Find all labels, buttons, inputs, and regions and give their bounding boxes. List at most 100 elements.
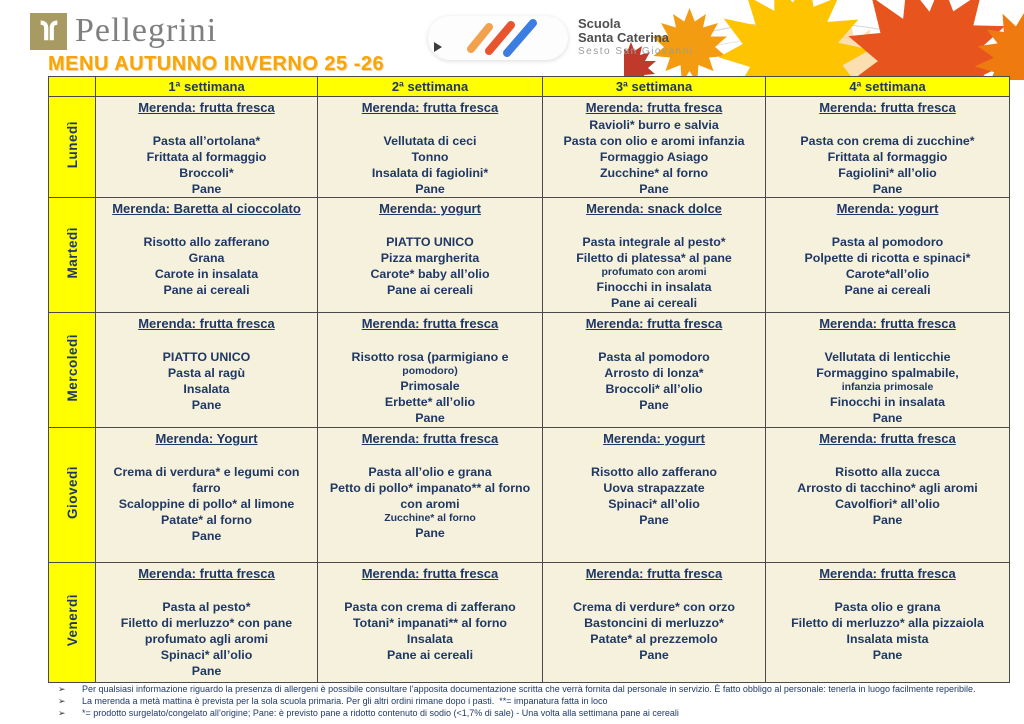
menu-line: Petto di pollo* impanato** al forno con … [329, 481, 531, 511]
week-header-3: 3ª settimana [542, 76, 766, 97]
menu-cell: Merenda: frutta fresca Pasta con crema d… [317, 562, 543, 683]
week-header-2: 2ª settimana [317, 76, 543, 97]
merenda-label: Merenda: yogurt [836, 201, 939, 216]
menu-line: Filetto di platessa* al pane [576, 251, 732, 265]
menu-line: Pane [191, 664, 222, 678]
merenda-label: Merenda: frutta fresca [138, 316, 275, 331]
menu-line: Patate* al prezzemolo [590, 632, 718, 646]
menu-line: Totani* impanati** al forno [353, 616, 507, 630]
menu-cell: Merenda: frutta fresca Pasta al pomodoro… [542, 312, 766, 428]
menu-line: Frittata al formaggio [146, 150, 267, 164]
footnote-list: ➢ Per qualsiasi informazione riguardo la… [56, 683, 1014, 719]
menu-line: Arrosto di tacchino* agli aromi [797, 481, 978, 495]
menu-line [99, 117, 314, 133]
menu-cell: Merenda: frutta fresca Ravioli* burro e s… [542, 96, 766, 198]
diagonal-stripes-icon [467, 19, 537, 57]
menu-line [769, 583, 1006, 599]
table-row-wednesday: Mercoledì Merenda: frutta fresca PIATTO … [48, 312, 1010, 428]
menu-items: Vellutata di ceci Tonno Insalata di fagiol… [321, 117, 539, 197]
merenda-label: Merenda: frutta fresca [819, 100, 956, 115]
footnote-text: Per qualsiasi informazione riguardo la p… [82, 684, 976, 694]
menu-line: Pasta con crema di zafferano [344, 600, 516, 614]
menu-line [769, 218, 1006, 234]
menu-line: Tonno [411, 150, 449, 164]
page-title: MENU AUTUNNO INVERNO 25 -26 [48, 53, 385, 75]
menu-cell: Merenda: frutta fresca Pasta al pesto* Fi… [95, 562, 318, 683]
day-text: Martedì [64, 226, 80, 279]
day-text: Mercoledì [64, 333, 80, 402]
footnote-item: ➢ La merenda a metà mattina è prevista p… [56, 695, 1014, 707]
menu-items: Risotto allo zafferano Grana Carote in ins… [99, 218, 314, 298]
menu-line: Risotto allo zafferano [591, 465, 717, 479]
day-text: Venerdì [64, 593, 80, 647]
menu-line: Pane [415, 411, 445, 425]
school-logo-badge [428, 16, 568, 60]
merenda-label: Merenda: frutta fresca [585, 100, 723, 115]
menu-cell: Merenda: snack dolce Pasta integrale al … [542, 197, 766, 313]
menu-items: Risotto alla zucca Arrosto di tacchino* a… [769, 448, 1006, 528]
autumn-leaves-decoration [624, 0, 1024, 80]
merenda-label: Merenda: frutta fresca [819, 316, 956, 331]
menu-line: Insalata [183, 382, 230, 396]
menu-line: PIATTO UNICO [386, 235, 474, 249]
menu-line: Pane [639, 648, 669, 662]
menu-cell: Merenda: yogurt Risotto allo zafferano Uo… [542, 427, 766, 563]
menu-line: Pane [872, 648, 903, 662]
menu-line: Pane ai cereali [386, 283, 474, 297]
menu-cell: Merenda: Baretta al cioccolato Risotto a… [95, 197, 318, 313]
arrow-bullet-icon: ➢ [58, 684, 66, 694]
day-label: Venerdì [48, 562, 96, 683]
play-triangle-icon [434, 42, 442, 52]
menu-cell: Merenda: yogurt Pasta al pomodoro Polpett… [765, 197, 1010, 313]
menu-line: Risotto rosa (parmigiano e [351, 350, 509, 364]
menu-line: PIATTO UNICO [162, 350, 251, 364]
menu-items: Crema di verdura* e legumi con farro Scal… [99, 448, 314, 544]
menu-line: Filetto di merluzzo* con pane profumato … [120, 616, 293, 646]
corner-cell [48, 76, 96, 97]
menu-line: Pasta all’olio e grana [368, 465, 492, 479]
menu-line [321, 218, 539, 234]
brand-logo: Pellegrini [30, 12, 217, 50]
menu-items: Ravioli* burro e salvia Pasta con olio e … [546, 117, 762, 197]
pellegrini-monogram-icon [30, 12, 67, 50]
menu-line: Pasta con crema di zucchine* [800, 134, 975, 148]
merenda-label: Merenda: yogurt [603, 431, 705, 446]
menu-line [769, 333, 1006, 349]
menu-items: Pasta integrale al pesto* Filetto di plat… [546, 218, 762, 311]
menu-items: Pasta all’ortolana* Frittata al formaggio… [99, 117, 314, 197]
menu-line: Pane [415, 526, 445, 540]
menu-cell: Merenda: frutta fresca Risotto rosa (par… [317, 312, 543, 428]
menu-line: Pane [872, 411, 903, 425]
day-text: Giovedì [64, 465, 80, 519]
menu-line: Carote* baby all’olio [370, 267, 490, 281]
menu-line: Pane ai cereali [386, 648, 474, 662]
menu-line: Spinaci* all’olio [160, 648, 253, 662]
menu-line: Pasta all’ortolana* [152, 134, 261, 148]
menu-line: Insalata [406, 632, 454, 646]
menu-line [321, 583, 539, 599]
menu-line [546, 583, 762, 599]
menu-line: profumato con aromi [601, 266, 707, 278]
menu-items: Pasta con crema di zucchine* Frittata al … [769, 117, 1006, 197]
school-name: Scuola Santa Caterina Sesto San Giovanni [578, 17, 693, 59]
menu-items: Crema di verdure* con orzo Bastoncini di … [546, 583, 762, 663]
menu-line: Vellutata di lenticchie [824, 350, 951, 364]
menu-line: Bastoncini di merluzzo* [584, 616, 724, 630]
table-row-monday: Lunedì Merenda: frutta fresca Pasta all’… [48, 96, 1010, 198]
menu-line: Pane [639, 513, 669, 527]
merenda-label: Merenda: frutta fresca [585, 566, 723, 581]
menu-line: Carote in insalata [154, 267, 259, 281]
menu-line: Pizza margherita [380, 251, 480, 265]
menu-line [546, 333, 762, 349]
merenda-label: Merenda: snack dolce [586, 201, 722, 216]
menu-cell: Merenda: frutta fresca Pasta olio e gran… [765, 562, 1010, 683]
week-header-4: 4ª settimana [765, 76, 1010, 97]
menu-line: Pane [191, 529, 222, 543]
day-label: Martedì [48, 197, 96, 313]
menu-line: Filetto di merluzzo* alla pizzaiola [791, 616, 984, 630]
day-label: Mercoledì [48, 312, 96, 428]
menu-line: Erbette* all’olio [384, 395, 476, 409]
menu-line [99, 333, 314, 349]
table-row-tuesday: Martedì Merenda: Baretta al cioccolato R… [48, 197, 1010, 313]
